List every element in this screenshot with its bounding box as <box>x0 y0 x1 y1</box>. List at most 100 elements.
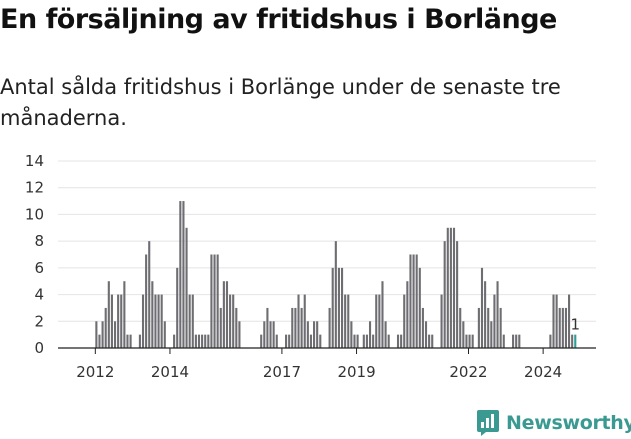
bar <box>490 321 493 348</box>
data-labels: 1 <box>571 316 581 334</box>
bar <box>185 227 188 348</box>
y-tick-label: 8 <box>34 232 44 250</box>
bar <box>101 321 104 348</box>
bar <box>347 294 350 348</box>
bar <box>179 201 182 348</box>
newsworthy-logo-icon <box>477 410 499 436</box>
bar <box>406 281 409 348</box>
bar <box>493 294 496 348</box>
bar <box>319 334 322 348</box>
bar <box>378 294 381 348</box>
x-tick-label: 2022 <box>449 363 487 381</box>
bar <box>95 321 98 348</box>
bar <box>229 294 232 348</box>
bar <box>431 334 434 348</box>
bar <box>173 334 176 348</box>
y-tick-label: 6 <box>34 259 44 277</box>
bar <box>151 281 154 348</box>
x-tick-label: 2014 <box>151 363 189 381</box>
bar <box>303 294 306 348</box>
bar <box>222 281 225 348</box>
bar <box>403 294 406 348</box>
bar <box>518 334 521 348</box>
bar <box>424 321 428 348</box>
bar <box>362 334 365 348</box>
bar <box>350 321 353 348</box>
bar <box>344 294 347 348</box>
highlighted-bar <box>574 334 577 348</box>
bar <box>558 307 561 348</box>
bar <box>232 294 235 348</box>
y-axis: 0 2 4 6 8 10 12 14 <box>25 152 44 357</box>
bar <box>117 294 120 348</box>
bar <box>502 334 505 348</box>
bar <box>154 294 157 348</box>
bar <box>207 334 210 348</box>
bar <box>306 321 309 348</box>
bar <box>204 334 207 348</box>
bar <box>449 227 452 348</box>
bar <box>409 254 412 348</box>
bar <box>396 334 400 348</box>
bar <box>465 334 468 348</box>
bar <box>443 241 446 348</box>
bar <box>272 321 275 348</box>
bar <box>110 294 113 348</box>
bar <box>188 294 191 348</box>
bar <box>496 281 499 348</box>
bar <box>120 294 123 348</box>
bar <box>194 334 197 348</box>
chart-title: En försäljning av fritidshus i Borlänge <box>0 4 557 35</box>
bar <box>160 294 163 348</box>
bar <box>340 267 344 348</box>
bar <box>238 321 241 348</box>
bar <box>263 321 266 348</box>
bar <box>300 307 303 348</box>
bar <box>145 254 148 348</box>
y-tick-label: 0 <box>34 339 44 357</box>
bar <box>98 334 101 348</box>
bar <box>197 334 201 348</box>
bar <box>313 321 316 348</box>
bar <box>356 334 359 348</box>
x-axis: 2012 2014 2017 2019 2022 2024 <box>58 347 596 381</box>
bar <box>334 241 337 348</box>
bar <box>477 307 480 348</box>
bar <box>275 334 278 348</box>
chart-subtitle: Antal sålda fritidshus i Borlänge under … <box>0 75 561 130</box>
x-tick-label: 2017 <box>263 363 301 381</box>
bar <box>316 321 319 348</box>
bar <box>225 281 229 348</box>
y-tick-label: 12 <box>25 179 44 197</box>
bar <box>141 294 145 348</box>
bar <box>487 307 490 348</box>
bar <box>285 334 288 348</box>
x-tick-label: 2024 <box>524 363 562 381</box>
bar <box>191 294 194 348</box>
bar <box>549 334 552 348</box>
bar <box>418 267 421 348</box>
bar <box>235 307 238 348</box>
y-tick-label: 2 <box>34 312 44 330</box>
bar <box>375 294 378 348</box>
bars <box>95 201 577 348</box>
bar <box>372 334 375 348</box>
bar <box>365 334 368 348</box>
bar <box>331 267 334 348</box>
data-label: 1 <box>571 316 581 334</box>
bar <box>113 321 117 348</box>
bar <box>104 307 107 348</box>
bar <box>456 241 459 348</box>
bar <box>415 254 418 348</box>
bar <box>201 334 204 348</box>
bar <box>216 254 219 348</box>
brand-name: Newsworthy <box>506 412 631 434</box>
bar <box>123 281 126 348</box>
bar <box>368 321 372 348</box>
x-tick-label: 2019 <box>337 363 375 381</box>
bar <box>564 307 568 348</box>
bar <box>129 334 132 348</box>
bar <box>468 334 471 348</box>
bar <box>138 334 141 348</box>
bar <box>421 307 424 348</box>
